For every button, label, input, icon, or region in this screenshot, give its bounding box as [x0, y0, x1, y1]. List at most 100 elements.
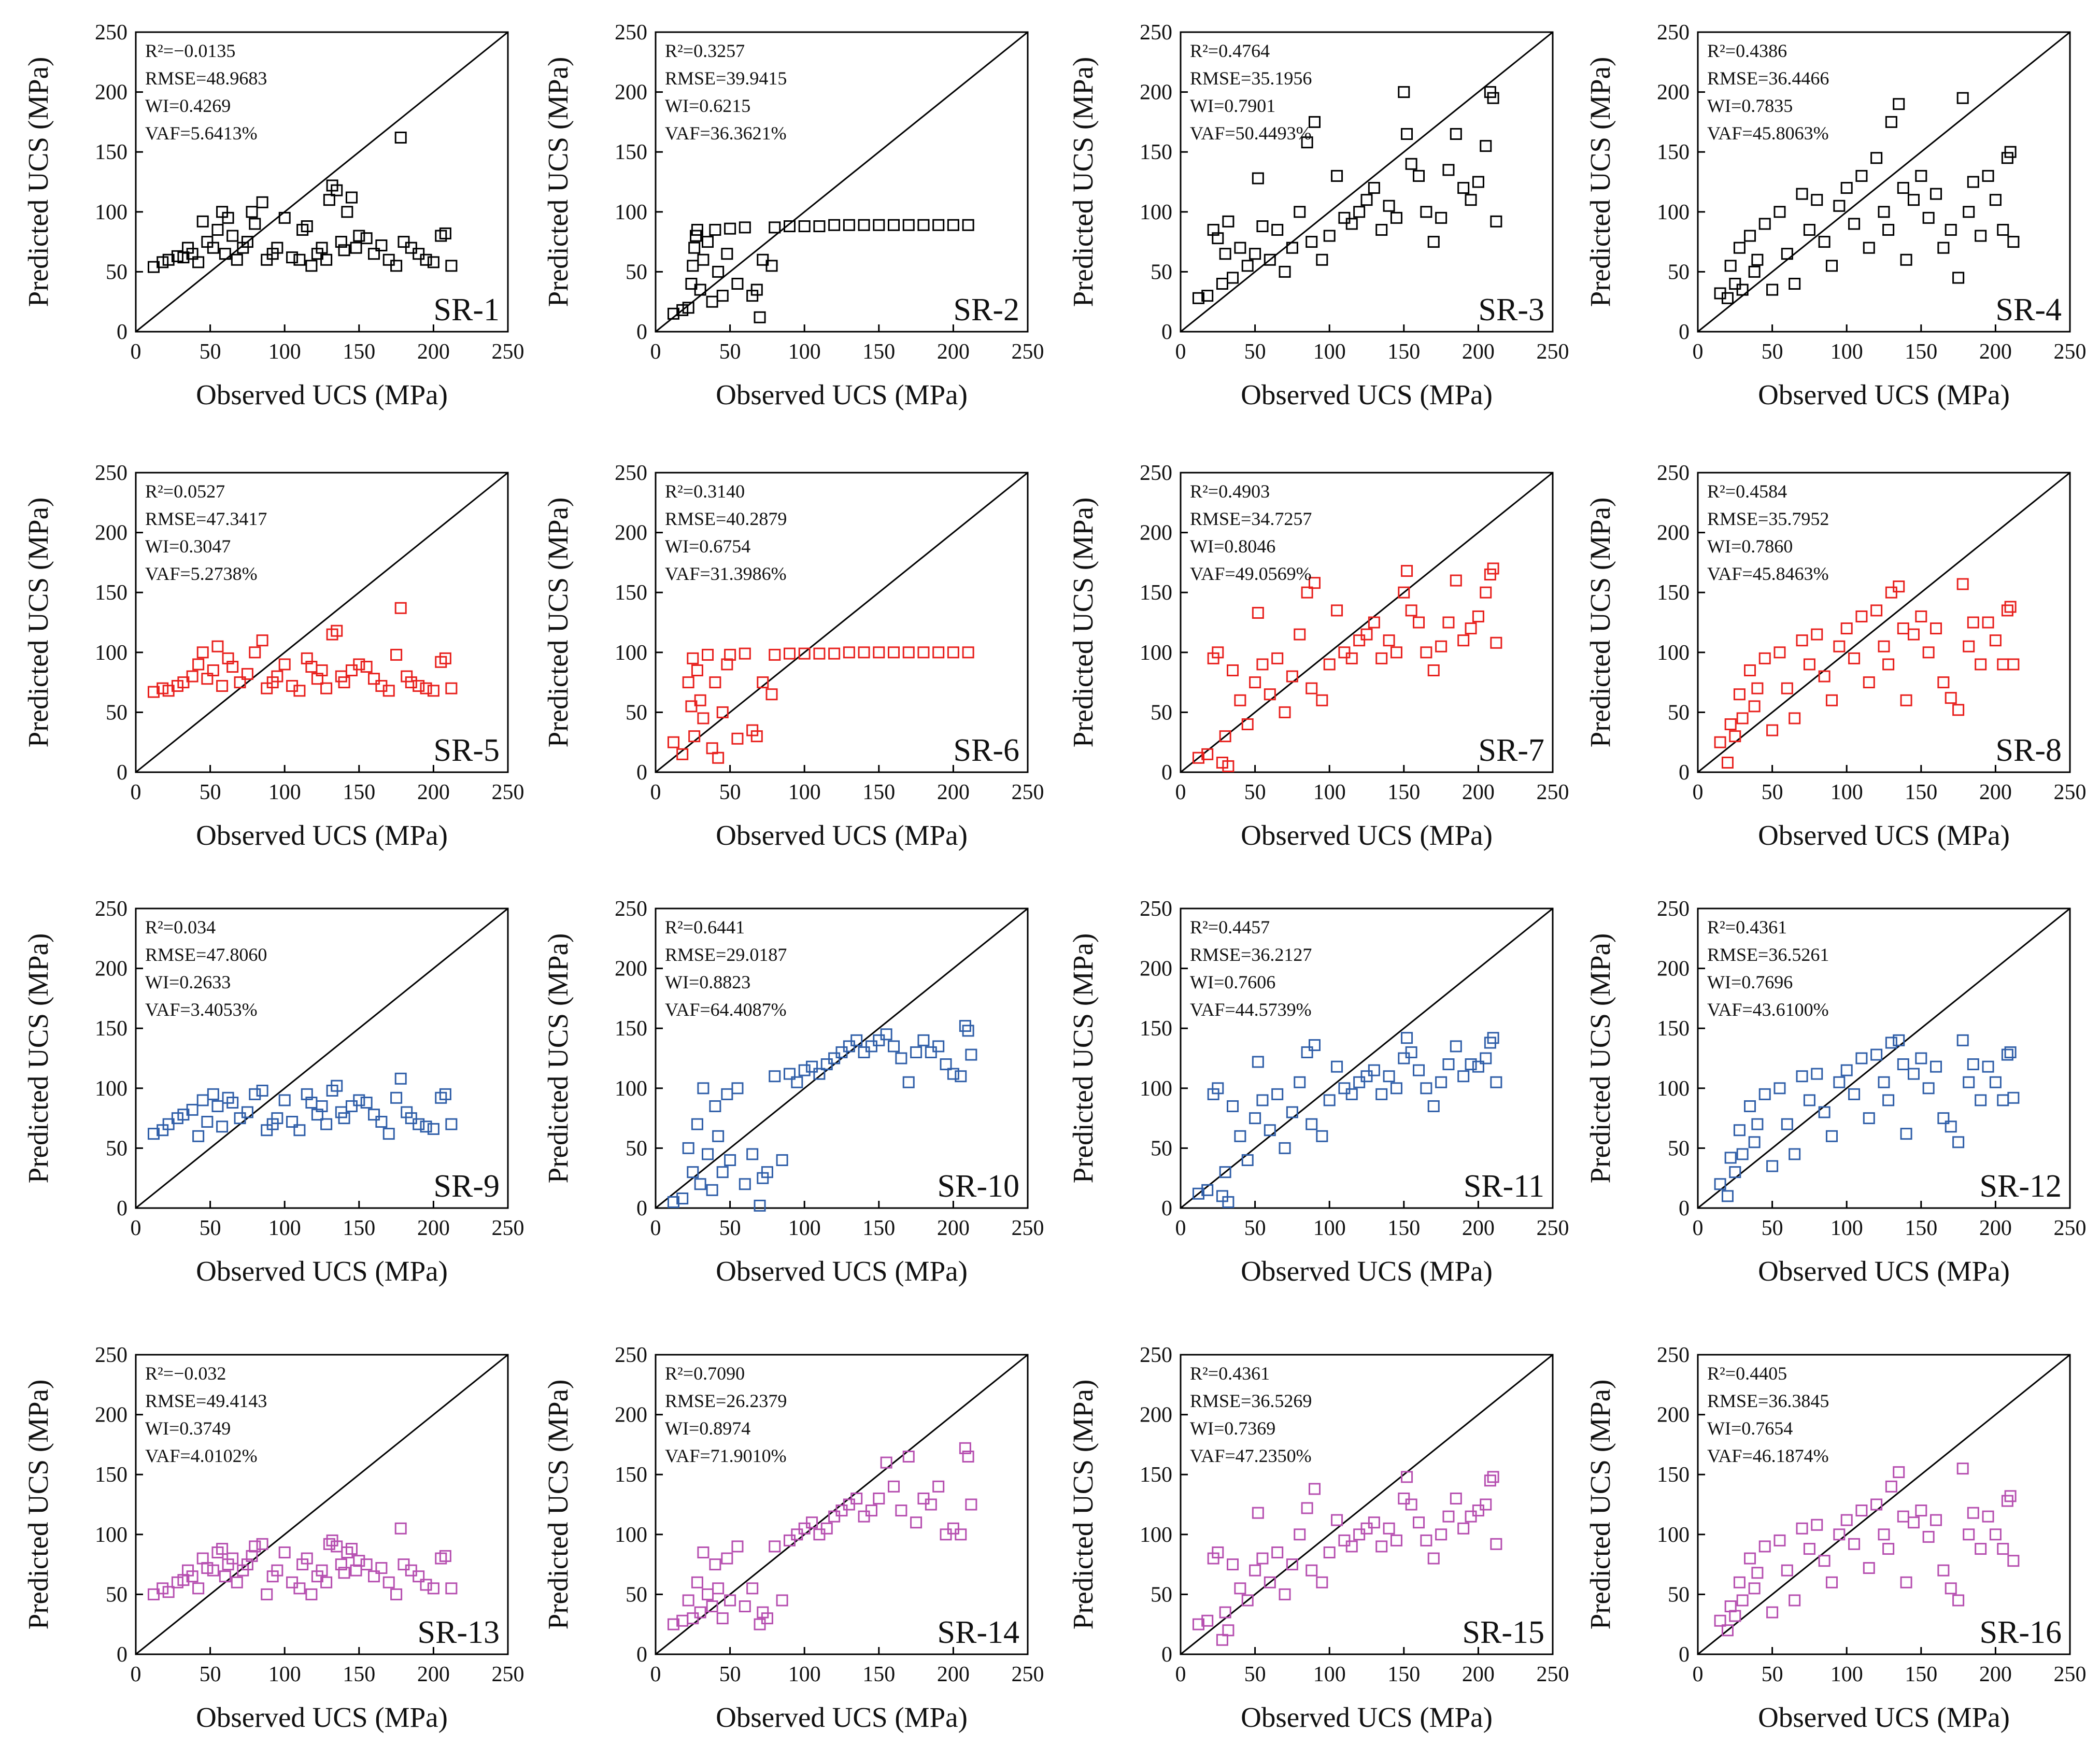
y-tick-label: 250 — [615, 461, 647, 485]
stat-line: R²=0.4457 — [1190, 917, 1270, 938]
y-tick-label: 50 — [1668, 1583, 1690, 1607]
x-tick-label: 250 — [492, 1663, 524, 1686]
x-tick-label: 100 — [1313, 780, 1346, 804]
data-point — [1383, 634, 1395, 647]
y-tick-label: 0 — [636, 1643, 647, 1667]
data-point — [271, 242, 283, 254]
data-point — [1863, 1112, 1875, 1125]
data-point — [1316, 253, 1328, 266]
data-point — [895, 1504, 907, 1517]
data-point — [1405, 1046, 1417, 1058]
data-point — [345, 191, 358, 204]
data-point — [368, 248, 380, 260]
data-point — [1915, 1052, 1927, 1064]
y-axis-title: Predicted UCS (MPa) — [22, 57, 54, 307]
stat-line: VAF=45.8063% — [1707, 123, 1829, 144]
stat-line: R²=0.3257 — [665, 40, 745, 61]
panel-sr-14: 00 50 50 100 100 150 150 200 200 250 250 Observed U… — [542, 1343, 1044, 1733]
data-point — [1390, 646, 1402, 659]
data-point — [1457, 634, 1470, 647]
data-point — [234, 1112, 246, 1125]
x-tick-label: 0 — [650, 1216, 661, 1240]
data-point — [186, 1103, 198, 1116]
data-point — [712, 1582, 725, 1595]
data-point — [813, 1528, 826, 1541]
data-point — [1967, 616, 1979, 629]
data-point — [1773, 1534, 1786, 1546]
x-tick-label: 250 — [1012, 1216, 1044, 1240]
data-point — [335, 1106, 347, 1118]
data-point — [1796, 1522, 1808, 1535]
data-point — [1781, 248, 1793, 260]
data-point — [706, 1600, 718, 1613]
data-point — [1227, 272, 1239, 284]
data-point — [241, 668, 253, 680]
data-point — [1375, 1540, 1388, 1553]
data-point — [1308, 577, 1321, 589]
y-tick-label: 100 — [1140, 641, 1172, 665]
data-point — [1465, 1058, 1477, 1071]
data-point — [761, 1166, 773, 1179]
data-point — [682, 1594, 694, 1607]
data-point — [1241, 1154, 1254, 1167]
y-tick-label: 0 — [117, 1643, 127, 1667]
panel-sr-16: 00 50 50 100 100 150 150 200 200 250 250 Observed U… — [1584, 1343, 2087, 1733]
y-tick-label: 250 — [1657, 461, 1690, 485]
data-point — [249, 646, 261, 659]
data-point — [1736, 712, 1749, 725]
data-point — [1271, 652, 1284, 664]
y-tick-label: 50 — [106, 260, 127, 284]
data-point — [186, 670, 198, 683]
data-point — [1345, 652, 1358, 664]
data-point — [394, 131, 407, 144]
stat-line: WI=0.7696 — [1707, 972, 1793, 992]
data-point — [754, 1618, 766, 1630]
data-point — [1997, 1094, 2009, 1106]
data-point — [1252, 1056, 1264, 1068]
data-point — [201, 1116, 214, 1128]
data-point — [1781, 1118, 1793, 1130]
data-point — [1893, 580, 1905, 593]
data-point — [706, 295, 718, 308]
data-point — [757, 676, 769, 689]
x-tick-label: 250 — [492, 1216, 524, 1240]
panel-label: SR-3 — [1479, 292, 1544, 328]
x-tick-label: 200 — [1979, 340, 2012, 364]
data-point — [211, 223, 224, 236]
data-point — [1286, 670, 1298, 683]
data-point — [1331, 1060, 1343, 1073]
x-tick-label: 50 — [200, 1663, 221, 1686]
data-point — [1893, 98, 1905, 110]
stat-line: WI=0.7654 — [1707, 1418, 1793, 1439]
y-tick-label: 150 — [95, 140, 127, 164]
x-tick-label: 50 — [200, 780, 221, 804]
data-point — [368, 1109, 380, 1121]
data-point — [1360, 1522, 1373, 1535]
data-point — [278, 211, 291, 224]
y-tick-label: 50 — [626, 701, 647, 725]
panel-sr-1: 00 50 50 100 100 150 150 200 200 250 250 Observed U… — [22, 21, 524, 410]
x-tick-label: 100 — [268, 1216, 301, 1240]
data-point — [1234, 694, 1246, 706]
data-point — [1256, 1552, 1269, 1565]
data-point — [1271, 1546, 1284, 1558]
data-point — [1353, 206, 1366, 218]
data-point — [1729, 1610, 1741, 1622]
y-axis-title: Predicted UCS (MPa) — [542, 498, 574, 748]
y-axis-title: Predicted UCS (MPa) — [1067, 933, 1099, 1184]
data-point — [439, 227, 451, 239]
data-point — [1345, 218, 1358, 230]
data-point — [1736, 1148, 1749, 1160]
x-tick-label: 150 — [1905, 1663, 1937, 1686]
x-tick-label: 50 — [1244, 780, 1266, 804]
data-point — [390, 1091, 403, 1104]
data-point — [1733, 1576, 1746, 1588]
data-point — [207, 242, 219, 254]
data-point — [2001, 1048, 2013, 1061]
data-point — [1435, 1076, 1448, 1088]
y-tick-label: 250 — [1657, 1343, 1690, 1367]
data-point — [1472, 1504, 1484, 1517]
stat-line: R²=−0.0135 — [145, 40, 235, 61]
data-point — [1922, 646, 1935, 659]
stat-line: RMSE=26.2379 — [665, 1390, 787, 1411]
